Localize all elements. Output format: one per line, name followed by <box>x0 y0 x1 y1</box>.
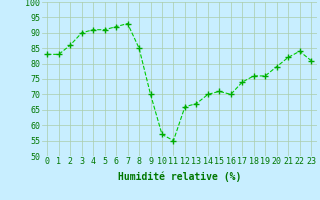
X-axis label: Humidité relative (%): Humidité relative (%) <box>117 172 241 182</box>
